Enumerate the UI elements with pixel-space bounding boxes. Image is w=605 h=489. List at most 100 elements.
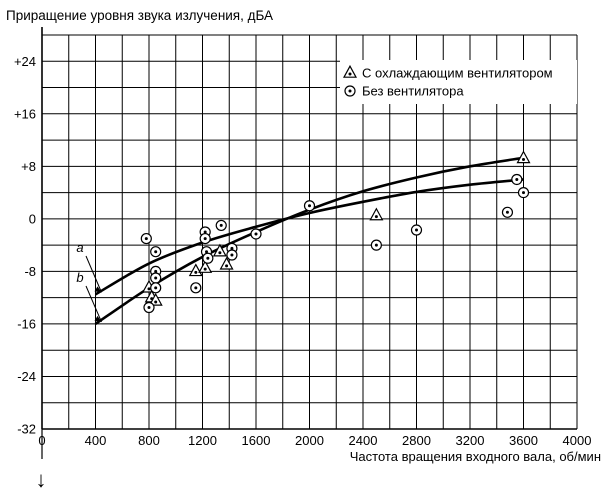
- circle-marker-dot: [206, 256, 210, 260]
- triangle-marker-dot: [522, 157, 525, 161]
- x-tick-labels: 0 400 800 1200 1600 2000 2400 2800 3200 3600 4000: [38, 433, 591, 448]
- axes: [41, 27, 577, 459]
- y-tick-label: +16: [14, 106, 36, 121]
- legend: С охлаждающим вентилятором Без вентилятор…: [340, 60, 577, 104]
- data-point-nofan: [410, 224, 423, 236]
- triangle-marker-dot: [147, 287, 151, 291]
- circle-marker-dot: [203, 237, 207, 241]
- circle-marker-dot: [194, 286, 198, 290]
- circle-marker-dot: [515, 177, 519, 181]
- circle-marker-dot: [144, 237, 148, 241]
- data-point-nofan: [150, 282, 162, 294]
- circle-marker-dot: [505, 210, 509, 214]
- data-point-fan: [219, 256, 234, 270]
- circle-marker-dot: [154, 276, 158, 280]
- triangle-marker-outline: [198, 260, 213, 273]
- y-tick-label: -24: [17, 369, 36, 384]
- x-tick-label: 3600: [509, 433, 538, 448]
- x-tick-label: 400: [85, 433, 107, 448]
- data-point-nofan: [143, 301, 155, 314]
- y-tick-label: -16: [17, 316, 36, 331]
- x-tick-label: 0: [38, 433, 45, 448]
- data-point-nofan: [511, 173, 523, 186]
- x-tick-label: 4000: [563, 433, 592, 448]
- y-tick-labels: -32 -24 -16 -8 0 +8 +16 +24: [14, 54, 36, 437]
- triangle-marker-outline: [342, 64, 358, 78]
- circle-marker-dot: [254, 232, 258, 236]
- legend-label: С охлаждающим вентилятором: [362, 66, 553, 81]
- circle-marker-dot: [147, 306, 151, 310]
- data-point-nofan: [140, 232, 152, 245]
- triangle-marker-outline: [212, 243, 227, 257]
- triangle-marker-dot: [374, 215, 378, 219]
- circle-marker-dot: [415, 228, 418, 232]
- data-point-nofan: [215, 219, 227, 232]
- y-tick-label: 0: [29, 211, 36, 226]
- data-point-nofan: [501, 206, 514, 218]
- triangle-marker-outline: [516, 150, 531, 164]
- legend-marker-fan: [342, 64, 358, 78]
- legend-label: Без вентилятора: [362, 84, 464, 99]
- triangle-marker-outline: [369, 207, 384, 221]
- legend-background: [340, 60, 577, 104]
- curve-leader-b: [85, 285, 102, 323]
- data-point-fan: [369, 207, 384, 221]
- triangle-marker-dot: [348, 72, 352, 76]
- data-point-nofan: [150, 272, 162, 284]
- circle-marker-dot: [308, 204, 311, 208]
- triangle-marker-dot: [154, 300, 158, 304]
- data-point-nofan: [150, 246, 162, 258]
- grid: [41, 34, 578, 430]
- circle-marker-dot: [154, 250, 158, 254]
- circle-marker-dot: [348, 89, 352, 93]
- x-tick-label: 3200: [456, 433, 485, 448]
- y-tick-label: +24: [14, 54, 36, 69]
- x-tick-label: 2000: [295, 433, 324, 448]
- triangle-marker-dot: [218, 251, 222, 255]
- down-arrow-icon: ↓: [36, 467, 47, 489]
- y-tick-label: -32: [17, 422, 36, 437]
- triangle-marker-dot: [203, 267, 207, 271]
- data-point-fan: [516, 150, 531, 164]
- data-point-nofan: [250, 228, 262, 240]
- x-tick-label: 1200: [188, 433, 217, 448]
- x-tick-label: 2800: [402, 433, 431, 448]
- curve-leader-arrowhead-a: [94, 286, 102, 293]
- x-tick-label: 1600: [242, 433, 271, 448]
- circle-marker-dot: [230, 253, 234, 257]
- data-point-nofan: [370, 239, 382, 251]
- curve-leader-arrowhead-b: [94, 315, 102, 322]
- triangle-marker-outline: [219, 256, 234, 270]
- circle-marker-dot: [203, 230, 207, 234]
- x-tick-label: 800: [138, 433, 160, 448]
- circle-marker-dot: [230, 246, 234, 250]
- data-points: [140, 150, 531, 314]
- circle-marker-dot: [205, 250, 209, 254]
- y-tick-label: -8: [24, 264, 36, 279]
- circle-marker-dot: [154, 269, 158, 273]
- data-point-nofan: [226, 249, 238, 261]
- curve-label-a: a: [76, 240, 83, 255]
- triangle-marker-dot: [225, 264, 229, 268]
- data-point-nofan: [303, 200, 316, 212]
- curve-leader-a: [85, 255, 102, 293]
- data-point-fan: [212, 243, 227, 257]
- circle-marker-dot: [374, 243, 378, 247]
- data-point-nofan: [199, 232, 211, 245]
- circle-marker-dot: [154, 286, 158, 290]
- curve-label-b: b: [76, 270, 83, 285]
- y-tick-label: +8: [21, 159, 36, 174]
- y-axis-label: Приращение уровня звука излучения, дБА: [6, 8, 273, 23]
- data-point-nofan: [202, 252, 214, 264]
- data-point-fan: [148, 292, 163, 306]
- data-point-fan: [198, 260, 213, 273]
- triangle-marker-outline: [148, 292, 163, 306]
- circle-marker-dot: [522, 191, 525, 195]
- legend-marker-nofan: [344, 85, 356, 97]
- circle-marker-dot: [219, 223, 223, 227]
- x-tick-label: 2400: [349, 433, 378, 448]
- x-axis-label: Частота вращения входного вала, об/мин: [350, 449, 601, 464]
- triangle-marker-dot: [194, 270, 198, 274]
- data-point-nofan: [190, 282, 202, 294]
